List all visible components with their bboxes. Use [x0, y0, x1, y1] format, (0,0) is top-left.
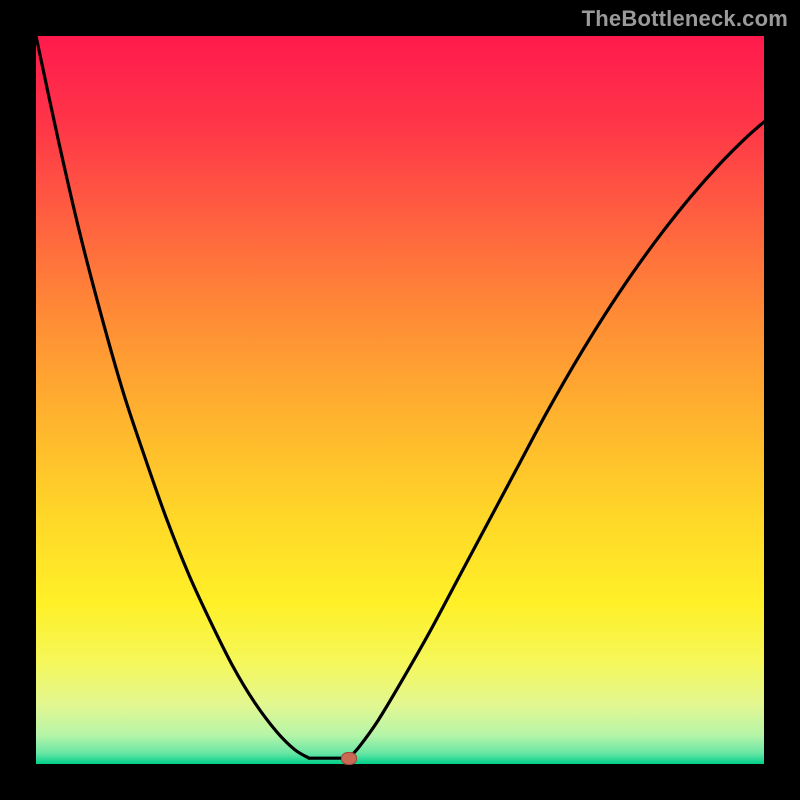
optimum-marker — [341, 752, 357, 765]
curve-left-branch — [36, 36, 309, 758]
watermark-text: TheBottleneck.com — [582, 6, 788, 32]
bottleneck-curve — [36, 36, 764, 764]
curve-right-branch — [349, 122, 764, 758]
chart-frame: TheBottleneck.com — [0, 0, 800, 800]
plot-area — [36, 36, 764, 764]
